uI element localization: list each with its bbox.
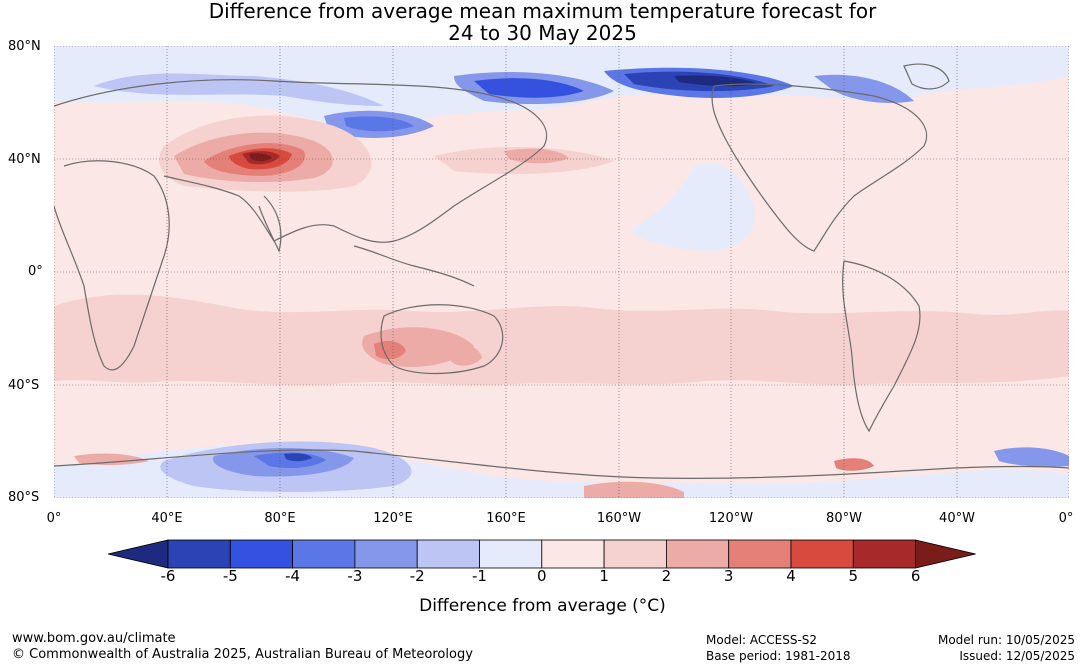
- legend-arrow-high: [915, 539, 976, 569]
- lon-label-40w: 40°W: [939, 511, 975, 526]
- title-line-2: 24 to 30 May 2025: [448, 21, 637, 45]
- lat-label-40s: 40°S: [8, 378, 40, 393]
- legend-svg: [107, 539, 976, 569]
- legend-swatch: [790, 539, 854, 569]
- legend-tick-label: -4: [285, 567, 301, 585]
- lon-label-160e: 160°E: [486, 511, 526, 526]
- lon-label-160w: 160°W: [596, 511, 642, 526]
- legend-swatch: [354, 539, 418, 569]
- lon-label-0-left: 0°: [46, 511, 62, 526]
- legend-swatch: [479, 539, 543, 569]
- legend-tick-label: -6: [160, 567, 176, 585]
- footer-base-period: Base period: 1981-2018: [706, 649, 851, 663]
- legend-tick-label: -3: [347, 567, 363, 585]
- legend-swatch: [852, 539, 916, 569]
- footer-website: www.bom.gov.au/climate: [12, 631, 176, 646]
- legend-tick-label: 3: [723, 567, 734, 585]
- legend-tick-label: 1: [599, 567, 609, 585]
- legend-tick-label: 2: [661, 567, 672, 585]
- legend-tick-label: -2: [409, 567, 425, 585]
- lon-label-120e: 120°E: [373, 511, 413, 526]
- map-canvas: [53, 45, 1070, 499]
- legend-swatch: [416, 539, 480, 569]
- legend-tick-label: -5: [222, 567, 238, 585]
- legend-tick-label: -1: [472, 567, 487, 585]
- footer-model: Model: ACCESS-S2: [706, 633, 818, 647]
- lon-label-40e: 40°E: [151, 511, 183, 526]
- map-title: Difference from average mean maximum tem…: [0, 0, 1085, 44]
- legend-tick-label: 0: [537, 567, 547, 585]
- lat-label-40n: 40°N: [8, 152, 41, 167]
- legend-swatch: [229, 539, 294, 569]
- legend-title: Difference from average (°C): [419, 596, 666, 616]
- title-line-1: Difference from average mean maximum tem…: [208, 0, 877, 23]
- legend-swatch: [167, 539, 231, 569]
- lat-label-0: 0°: [28, 264, 43, 279]
- lon-label-0-right: 0°: [1058, 511, 1074, 526]
- footer-copyright: © Commonwealth of Australia 2025, Austra…: [12, 647, 473, 662]
- lat-label-80s: 80°S: [8, 490, 40, 505]
- legend-tick-label: 4: [786, 567, 796, 585]
- legend-swatch: [666, 539, 730, 569]
- legend-swatch: [603, 539, 667, 569]
- legend-tick-label: 6: [910, 567, 921, 585]
- lon-label-80w: 80°W: [826, 511, 862, 526]
- lon-label-120w: 120°W: [708, 511, 754, 526]
- footer-issued: Issued: 12/05/2025: [959, 649, 1075, 663]
- legend-swatch: [541, 539, 605, 569]
- footer-model-run: Model run: 10/05/2025: [937, 633, 1075, 647]
- legend-colorbar: [107, 537, 978, 571]
- legend-arrow-low: [107, 539, 169, 569]
- lon-label-80e: 80°E: [264, 511, 296, 526]
- legend-swatch: [292, 539, 356, 569]
- lat-label-80n: 80°N: [8, 39, 41, 54]
- temperature-anomaly-map: [53, 45, 1070, 499]
- legend-tick-label: 5: [848, 567, 859, 585]
- legend-swatch: [728, 539, 792, 569]
